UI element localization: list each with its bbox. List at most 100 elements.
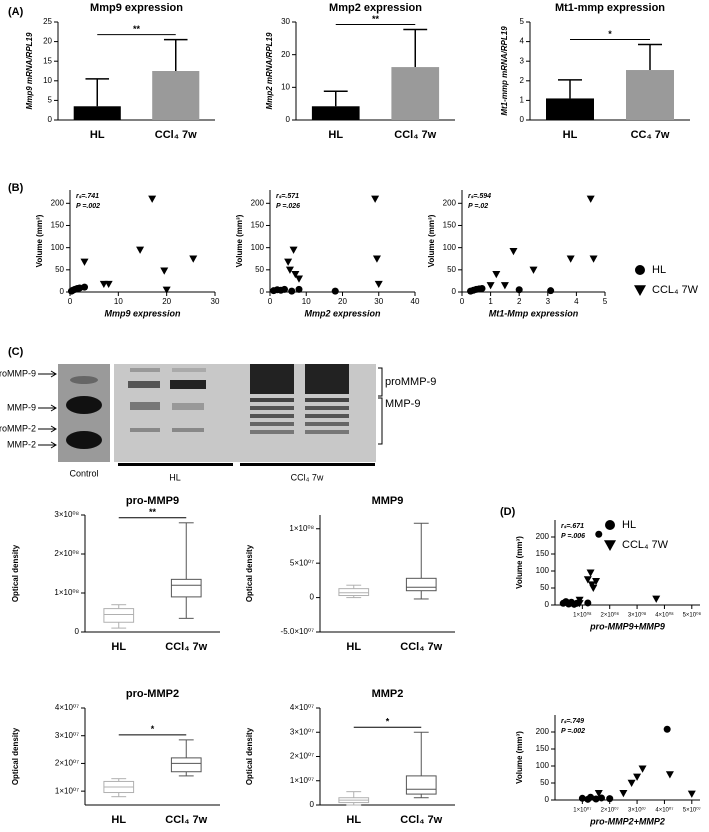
annotation: P =.026 xyxy=(276,203,300,210)
y-tick-label: 10 xyxy=(43,76,52,85)
legend-marker xyxy=(634,285,646,296)
y-tick-label: 150 xyxy=(51,221,65,230)
panel-label: (D) xyxy=(500,506,516,518)
y-tick-label: 150 xyxy=(443,221,457,230)
y-tick-label: 20 xyxy=(281,50,290,59)
point xyxy=(584,599,592,607)
y-tick-label: 3×10⁰⁸ xyxy=(54,510,79,519)
significance: * xyxy=(151,724,155,734)
point xyxy=(500,282,509,290)
bar xyxy=(73,106,121,120)
x-tick-label: 10 xyxy=(302,297,311,306)
y-tick-label: 50 xyxy=(447,265,456,274)
x-tick-label: 2×10⁰⁷ xyxy=(601,807,619,814)
gel-image xyxy=(38,364,383,466)
y-axis-label: Optical density xyxy=(11,727,20,785)
box xyxy=(170,578,202,598)
x-tick-label: 0 xyxy=(268,297,273,306)
bar xyxy=(391,67,440,120)
chart-title: pro-MMP2 xyxy=(126,688,179,700)
x-axis-label: Mmp2 expression xyxy=(304,308,381,318)
y-tick-label: 5 xyxy=(48,96,53,105)
point xyxy=(638,765,647,773)
lane-label: CCl₄ 7w xyxy=(291,472,324,482)
x-axis-label: pro-MMP9+MMP9 xyxy=(589,621,665,631)
x-tick-label: CCl₄ 7w xyxy=(394,129,436,141)
x-tick-label: 3 xyxy=(546,297,551,306)
chart-title: MMP9 xyxy=(372,495,404,507)
significance: ** xyxy=(149,507,157,517)
significance: ** xyxy=(372,14,380,24)
point xyxy=(665,771,674,779)
x-tick-label: CCl₄ 7w xyxy=(400,641,442,653)
y-tick-label: 4 xyxy=(520,37,525,46)
x-tick-label: 3×10⁰⁷ xyxy=(628,807,646,814)
y-axis-label: Optical density xyxy=(245,727,254,785)
y-tick-label: 100 xyxy=(536,566,550,575)
point xyxy=(547,287,555,295)
x-tick-label: 0 xyxy=(460,297,465,306)
y-tick-label: 20 xyxy=(43,37,52,46)
y-tick-label: 0 xyxy=(545,795,550,804)
x-tick-label: HL xyxy=(563,129,578,141)
y-tick-label: 0 xyxy=(75,627,80,636)
point xyxy=(619,790,628,798)
bar xyxy=(311,106,360,120)
annotation: P =.006 xyxy=(561,533,585,540)
y-axis-label: Volume (mm³) xyxy=(515,536,524,589)
box xyxy=(338,588,370,597)
y-tick-label: 25 xyxy=(43,17,52,26)
point xyxy=(291,271,300,279)
point xyxy=(566,255,575,263)
y-tick-label: 150 xyxy=(251,221,265,230)
point xyxy=(285,266,294,274)
y-tick-label: 15 xyxy=(43,56,52,65)
point xyxy=(598,794,606,802)
x-tick-label: 2 xyxy=(517,297,522,306)
legend-label: CCL₄ 7W xyxy=(652,284,699,296)
y-tick-label: 0 xyxy=(48,115,53,124)
y-tick-label: 50 xyxy=(255,265,264,274)
significance: ** xyxy=(133,24,141,34)
legend-marker xyxy=(635,265,645,275)
y-tick-label: 100 xyxy=(536,761,550,770)
y-tick-label: 3×10⁰⁷ xyxy=(290,727,314,736)
x-axis-label: Mmp9 expression xyxy=(104,308,181,318)
y-axis-label: Volume (mm³) xyxy=(235,214,244,267)
point xyxy=(478,284,486,292)
point xyxy=(81,283,88,291)
point xyxy=(575,600,584,608)
x-axis-label: Mt1-Mmp expression xyxy=(489,308,579,318)
point xyxy=(529,266,538,274)
annotation: rₛ=.671 xyxy=(561,523,584,530)
point xyxy=(295,285,303,293)
box xyxy=(405,775,437,795)
point xyxy=(160,267,169,275)
x-tick-label: CCl₄ 7w xyxy=(155,129,197,141)
gel-label: proMMP-2 xyxy=(0,423,36,433)
gel-label: MMP-2 xyxy=(7,439,36,449)
x-tick-label: CCl₄ 7w xyxy=(400,814,442,826)
y-axis-label: Mmp2 mRNA/RPL19 xyxy=(265,32,274,109)
y-tick-label: 0 xyxy=(452,287,457,296)
y-tick-label: 100 xyxy=(251,243,265,252)
y-tick-label: 150 xyxy=(536,549,550,558)
x-tick-label: 3×10⁰⁸ xyxy=(628,612,647,619)
annotation: rₛ=.571 xyxy=(276,193,299,200)
gel-label: proMMP-9 xyxy=(0,368,36,378)
y-tick-label: 3 xyxy=(520,56,525,65)
x-tick-label: 5×10⁰⁸ xyxy=(683,612,702,619)
gel-label: MMP-9 xyxy=(385,398,420,410)
y-tick-label: 50 xyxy=(540,778,549,787)
y-tick-label: 2 xyxy=(520,76,525,85)
y-tick-label: 0 xyxy=(545,600,550,609)
y-tick-label: 1×10⁰⁷ xyxy=(290,776,314,785)
point xyxy=(589,255,598,263)
x-axis-label: pro-MMP2+MMP2 xyxy=(589,816,665,826)
y-axis-label: Optical density xyxy=(245,544,254,602)
x-tick-label: 4×10⁰⁸ xyxy=(655,612,674,619)
x-tick-label: 40 xyxy=(411,297,420,306)
y-axis-label: Volume (mm³) xyxy=(427,214,436,267)
point xyxy=(371,195,380,203)
point xyxy=(372,255,381,263)
